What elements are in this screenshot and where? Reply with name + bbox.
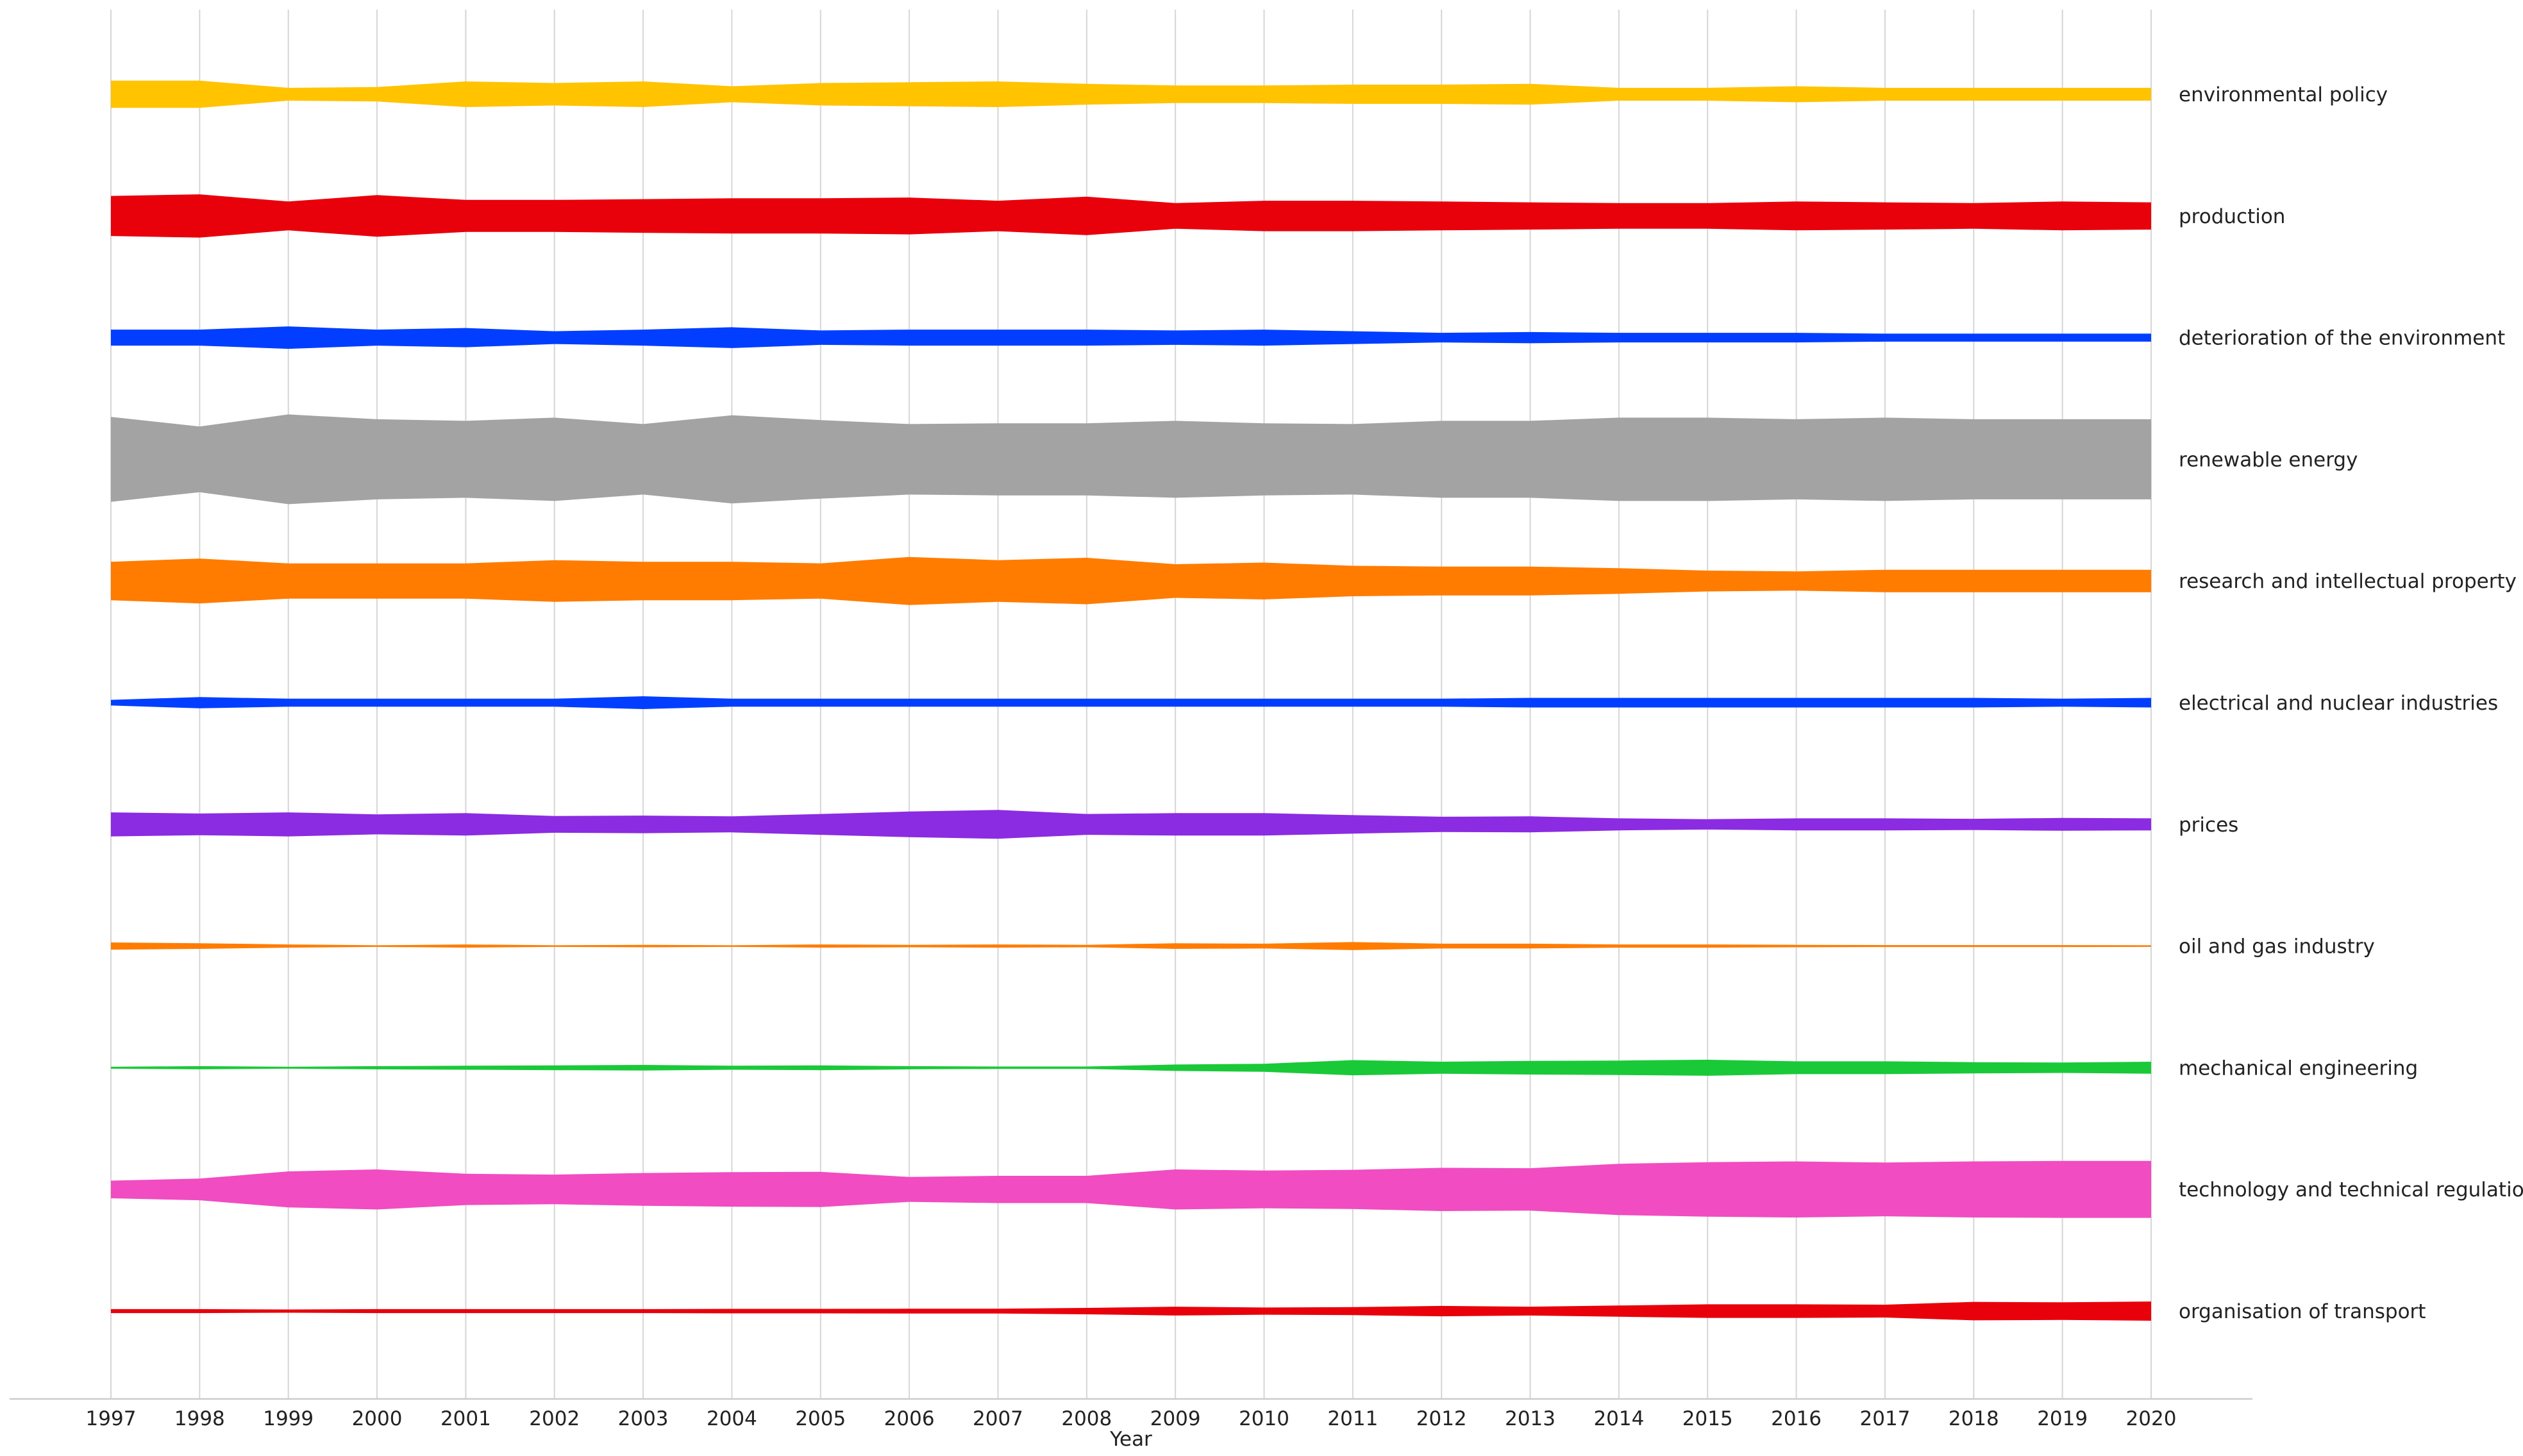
x-tick-label-2003: 2003	[618, 1407, 669, 1430]
x-tick-label-2014: 2014	[1593, 1407, 1644, 1430]
series-label-mechanical-engineering: mechanical engineering	[2179, 1057, 2418, 1080]
series-label-research-and-intellectual-property: research and intellectual property	[2179, 570, 2517, 593]
stream-deterioration-of-the-environment	[111, 326, 2151, 349]
x-tick-label-2011: 2011	[1327, 1407, 1378, 1430]
series-labels: environmental policy production deteriorat…	[2179, 83, 2523, 1323]
x-tick-label-2013: 2013	[1505, 1407, 1555, 1430]
stream-prices	[111, 810, 2151, 839]
series-label-deterioration-of-the-environment: deterioration of the environment	[2179, 327, 2505, 350]
x-tick-label-1999: 1999	[263, 1407, 314, 1430]
x-tick-label-2004: 2004	[707, 1407, 757, 1430]
x-tick-label-2020: 2020	[2126, 1407, 2177, 1430]
x-tick-label-2018: 2018	[1949, 1407, 1999, 1430]
stream-renewable-energy	[111, 414, 2151, 505]
x-tick-label-2002: 2002	[529, 1407, 580, 1430]
stream-environmental-policy	[111, 80, 2151, 108]
stream-technology-and-technical-regulations	[111, 1160, 2151, 1218]
series-label-organisation-of-transport: organisation of transport	[2179, 1300, 2426, 1323]
x-tick-label-2001: 2001	[440, 1407, 491, 1430]
stream-research-and-intellectual-property	[111, 556, 2151, 605]
series-label-renewable-energy: renewable energy	[2179, 448, 2358, 471]
x-tick-label-1997: 1997	[86, 1407, 137, 1430]
stream-production	[111, 194, 2151, 238]
series-label-technology-and-technical-regulations: technology and technical regulations	[2179, 1178, 2523, 1201]
x-axis-label: Year	[1109, 1428, 1152, 1451]
x-tick-label-2019: 2019	[2037, 1407, 2088, 1430]
x-tick-label-1998: 1998	[174, 1407, 225, 1430]
x-tick-label-2012: 2012	[1416, 1407, 1467, 1430]
x-tick-label-2006: 2006	[884, 1407, 935, 1430]
x-tick-label-2000: 2000	[352, 1407, 403, 1430]
x-tick-label-2005: 2005	[795, 1407, 846, 1430]
series-label-electrical-and-nuclear-industries: electrical and nuclear industries	[2179, 692, 2498, 715]
stream-electrical-and-nuclear-industries	[111, 696, 2151, 709]
x-tick-label-2008: 2008	[1061, 1407, 1112, 1430]
x-tick-label-2017: 2017	[1860, 1407, 1911, 1430]
x-tick-label-2016: 2016	[1771, 1407, 1822, 1430]
x-tick-label-2015: 2015	[1682, 1407, 1733, 1430]
series-label-environmental-policy: environmental policy	[2179, 83, 2388, 106]
x-tick-label-2010: 2010	[1239, 1407, 1289, 1430]
series-label-oil-and-gas-industry: oil and gas industry	[2179, 935, 2375, 958]
stream-organisation-of-transport	[111, 1301, 2151, 1321]
stream-bands	[111, 80, 2151, 1321]
x-tick-label-2009: 2009	[1150, 1407, 1201, 1430]
stream-mechanical-engineering	[111, 1059, 2151, 1076]
x-tick-labels: 1997 1998 1999 2000 2001 2002 2003 2004 2005 2006…	[86, 1407, 2177, 1430]
series-label-prices: prices	[2179, 814, 2238, 837]
x-tick-label-2007: 2007	[973, 1407, 1023, 1430]
stream-oil-and-gas-industry	[111, 942, 2151, 950]
series-label-production: production	[2179, 205, 2285, 228]
